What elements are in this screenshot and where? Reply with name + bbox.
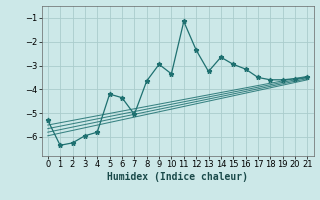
X-axis label: Humidex (Indice chaleur): Humidex (Indice chaleur) bbox=[107, 172, 248, 182]
